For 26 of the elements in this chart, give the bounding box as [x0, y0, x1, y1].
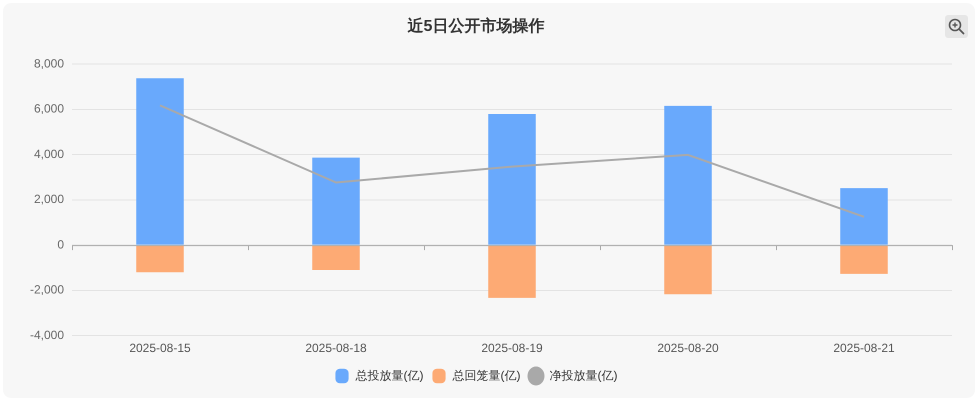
x-tick-label: 2025-08-20: [657, 341, 720, 356]
bar: [136, 246, 184, 272]
x-tick-label: 2025-08-19: [481, 341, 544, 356]
bar: [488, 114, 536, 245]
bar: [136, 78, 184, 245]
bar: [312, 246, 360, 270]
bar: [312, 158, 360, 245]
y-tick-label: 2,000: [34, 192, 64, 206]
bar: [664, 106, 712, 245]
bar: [664, 246, 712, 294]
bar: [840, 188, 888, 245]
x-tick-label: 2025-08-18: [305, 341, 368, 356]
x-tick-label: 2025-08-21: [833, 341, 896, 356]
legend-label: 总回笼量(亿): [452, 368, 521, 382]
legend-label: 总投放量(亿): [354, 368, 424, 382]
bar: [840, 246, 888, 274]
y-tick-label: 8,000: [34, 56, 64, 71]
y-tick-label: 4,000: [34, 146, 64, 161]
y-tick-label: -2,000: [30, 282, 64, 297]
chart-title: 近5日公开市场操作: [406, 17, 544, 36]
x-tick-label: 2025-08-15: [129, 341, 192, 356]
y-tick-label: 6,000: [34, 102, 64, 116]
bar: [488, 246, 536, 298]
y-tick-label: -4,000: [30, 328, 64, 342]
legend-label: 净投放量(亿): [549, 368, 618, 382]
y-tick-label: 0: [57, 237, 64, 252]
